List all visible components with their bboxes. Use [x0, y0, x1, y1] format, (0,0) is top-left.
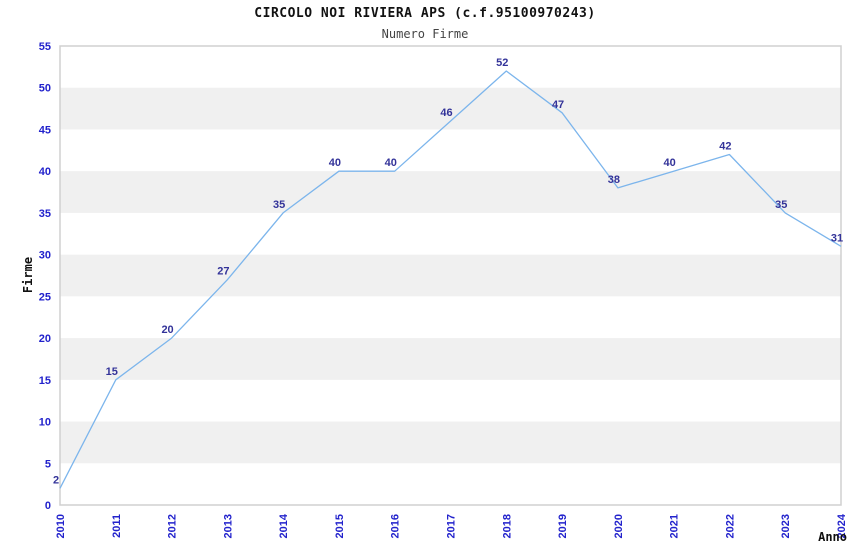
y-tick-label: 25	[39, 291, 51, 303]
x-tick-label: 2021	[669, 514, 681, 538]
x-tick-label: 2020	[613, 514, 625, 538]
y-axis-title: Firme	[21, 256, 35, 294]
chart-subtitle: Numero Firme	[381, 27, 469, 41]
chart-title: CIRCOLO NOI RIVIERA APS (c.f.95100970243…	[254, 6, 596, 21]
x-tick-label: 2019	[557, 514, 569, 538]
data-point-label: 31	[831, 232, 843, 244]
plot-bands	[60, 87, 841, 464]
y-tick-label: 45	[39, 124, 51, 136]
data-point-label: 38	[608, 174, 620, 186]
data-point-label: 27	[217, 266, 229, 278]
x-tick-label: 2012	[167, 514, 179, 538]
x-tick-label: 2015	[334, 514, 346, 538]
x-tick-labels: 2010 2011 2012 2013 2014 2015 2016 2017 2018 2019…	[55, 513, 848, 538]
data-point-label: 46	[440, 107, 452, 119]
x-tick-label: 2013	[222, 514, 234, 538]
data-point-label: 40	[329, 157, 341, 169]
plot-border	[59, 45, 842, 506]
data-point-label: 35	[775, 199, 787, 211]
y-tick-label: 0	[45, 500, 51, 512]
x-axis-title: Anno	[818, 530, 847, 544]
data-point-label: 40	[664, 157, 676, 169]
y-tick-label: 15	[39, 375, 51, 387]
data-point-label: 40	[385, 157, 397, 169]
data-point-label: 35	[273, 199, 285, 211]
y-tick-label: 35	[39, 208, 51, 220]
x-tick-label: 2018	[501, 514, 513, 538]
data-labels: 2 15 20 27 35 40 40 46 52 47 38 40 42 35 31	[53, 57, 843, 486]
x-tick-label: 2022	[724, 514, 736, 538]
y-tick-label: 30	[39, 250, 51, 262]
y-tick-labels: 0 5 10 15 20 25 30 35 40 45 50 55	[39, 41, 51, 512]
y-tick-label: 50	[39, 83, 51, 95]
y-tick-label: 55	[39, 41, 51, 53]
y-tick-label: 20	[39, 333, 51, 345]
data-point-label: 2	[53, 474, 59, 486]
x-tick-label: 2010	[55, 514, 67, 538]
data-line	[59, 70, 842, 489]
x-tick-label: 2016	[390, 514, 402, 538]
x-tick-label: 2024	[836, 513, 848, 538]
data-point-label: 52	[496, 57, 508, 69]
x-tick-label: 2011	[111, 514, 123, 538]
y-tick-label: 5	[45, 458, 51, 470]
data-point-label: 15	[106, 366, 118, 378]
data-point-label: 47	[552, 99, 564, 111]
y-tick-label: 10	[39, 417, 51, 429]
x-tick-label: 2023	[780, 514, 792, 538]
x-tick-label: 2014	[278, 513, 290, 538]
data-point-label: 20	[161, 324, 173, 336]
y-tick-label: 40	[39, 166, 51, 178]
x-tick-label: 2017	[446, 514, 458, 538]
data-point-label: 42	[719, 140, 731, 152]
